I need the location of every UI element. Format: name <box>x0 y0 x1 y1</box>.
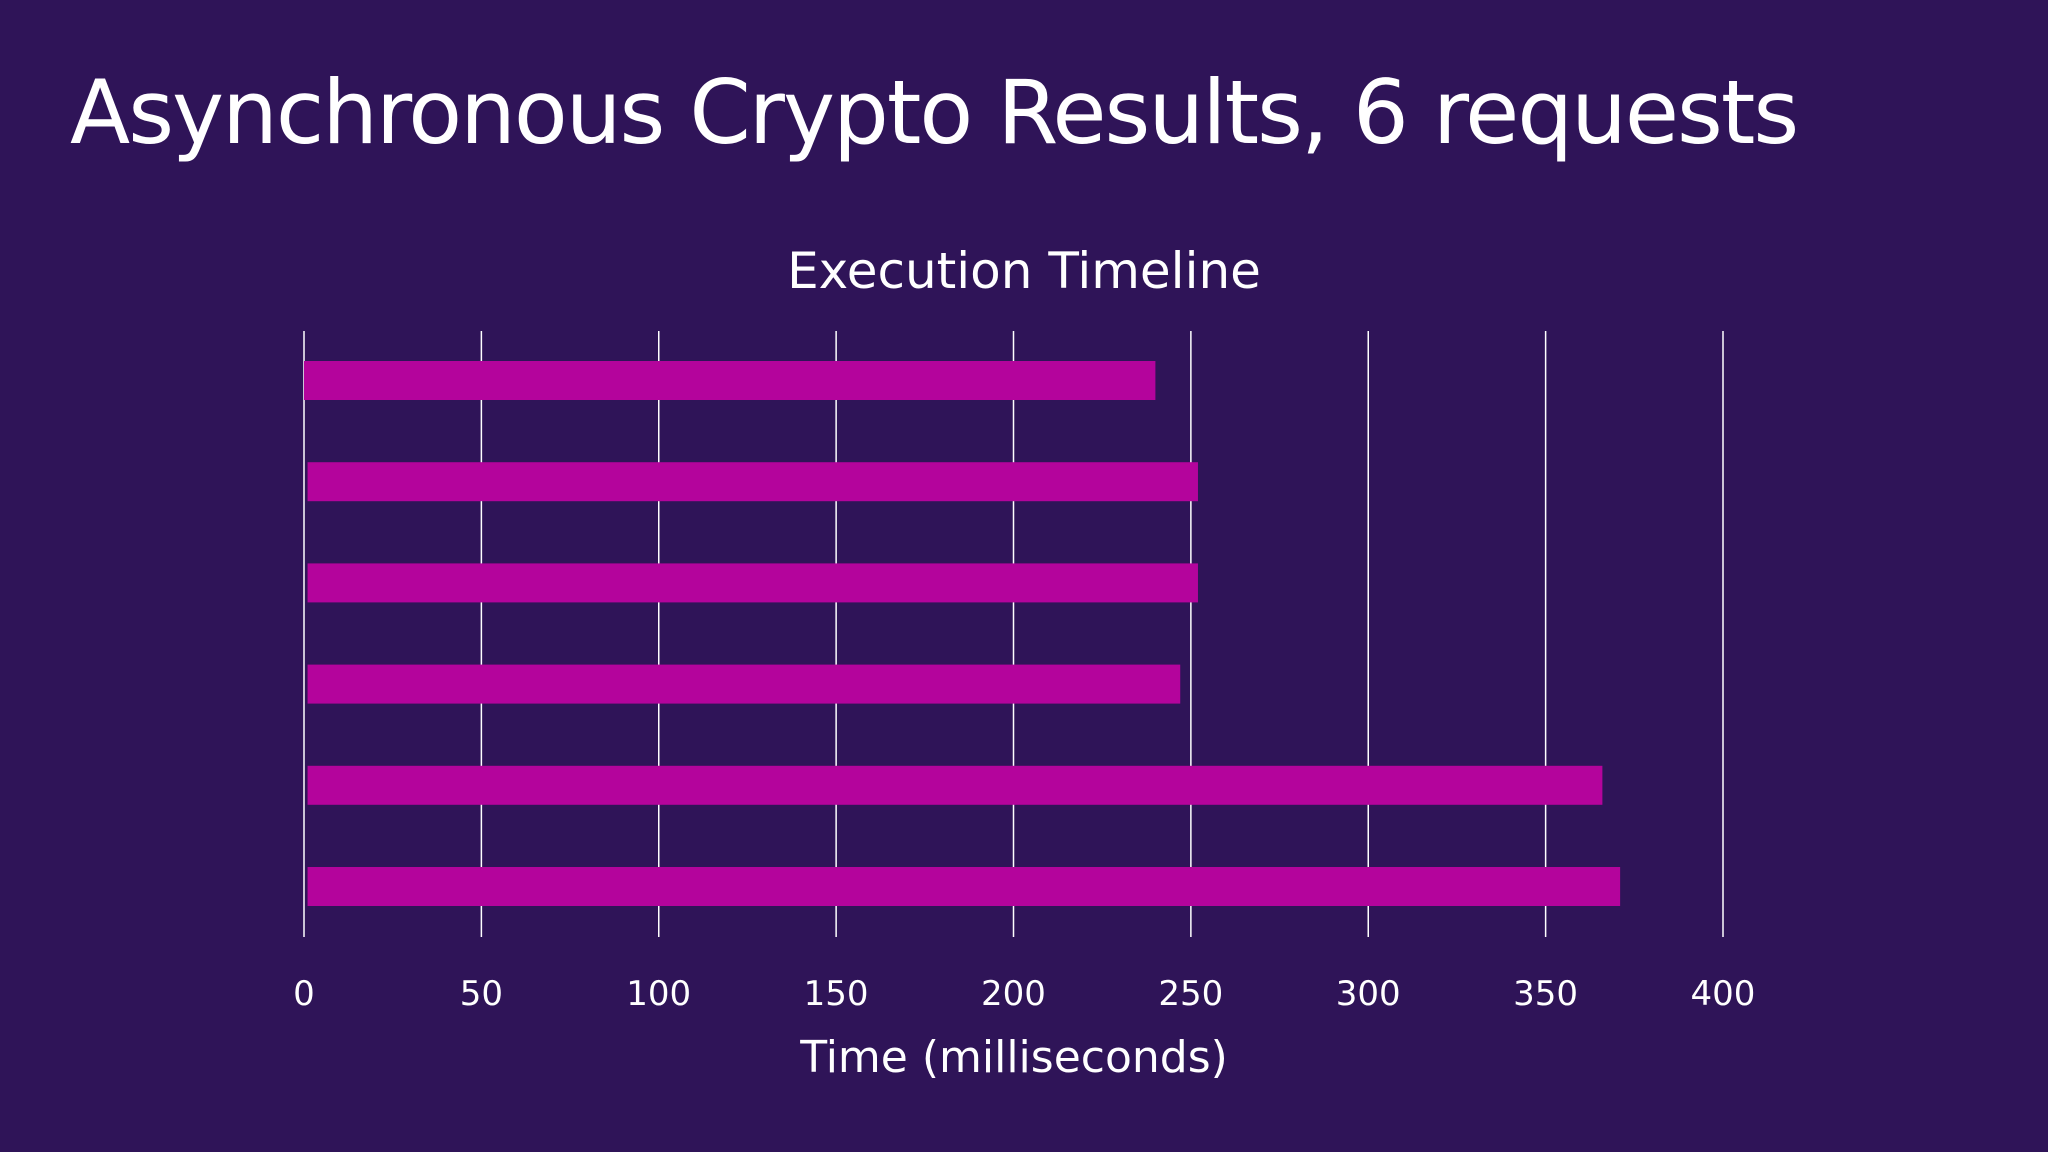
x-tick-label-50: 50 <box>460 974 503 1014</box>
x-axis-label: Time (milliseconds) <box>799 1032 1228 1083</box>
x-tick-label-200: 200 <box>981 974 1046 1014</box>
chart-title: Execution Timeline <box>787 242 1261 300</box>
x-tick-label-300: 300 <box>1336 974 1401 1014</box>
x-tick-label-250: 250 <box>1158 974 1223 1014</box>
bars <box>304 361 1621 906</box>
bar-6 <box>307 867 1621 906</box>
x-tick-label-400: 400 <box>1691 974 1756 1014</box>
x-tick-label-350: 350 <box>1513 974 1578 1014</box>
slide-title: Asynchronous Crypto Results, 6 requests <box>70 61 1799 164</box>
x-tick-label-0: 0 <box>293 974 315 1014</box>
bar-2 <box>307 462 1198 502</box>
bar-3 <box>307 563 1198 603</box>
bar-1 <box>304 361 1156 400</box>
x-tick-label-100: 100 <box>626 974 691 1014</box>
bar-5 <box>307 765 1603 805</box>
x-tick-labels: 0 50 100 150 200 250 300 350 400 <box>293 974 1755 1014</box>
bar-4 <box>307 664 1181 704</box>
gridlines <box>303 331 1724 937</box>
x-tick-label-150: 150 <box>804 974 869 1014</box>
